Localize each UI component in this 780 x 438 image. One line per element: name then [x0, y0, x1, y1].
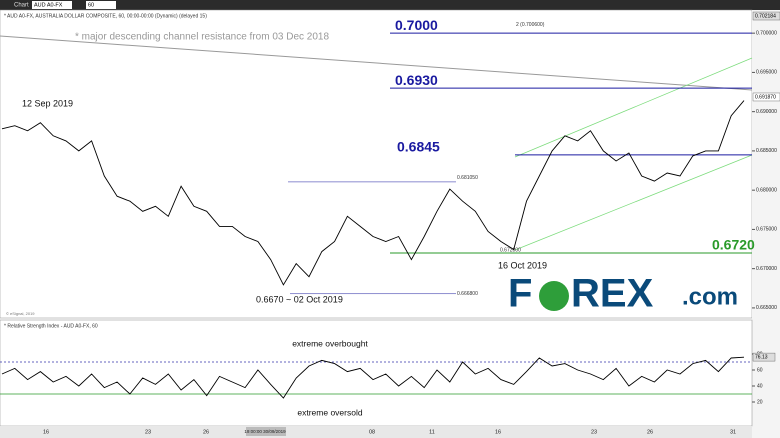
- annotation: 16 Oct 2019: [498, 260, 547, 270]
- price-marker: [752, 11, 780, 21]
- y-tick-label: 0.685000: [756, 148, 777, 154]
- x-tick-label: 19:00:00 30/09/2019: [244, 429, 286, 434]
- y-tick-label: 0.680000: [756, 187, 777, 193]
- x-tick-label: 23: [145, 429, 151, 435]
- descending-channel: [0, 35, 753, 91]
- logo-f: F: [508, 272, 532, 316]
- copyright: © eSignal, 2019: [6, 311, 35, 316]
- minor-level-label: 0.681050: [457, 175, 478, 181]
- rsi-panel: [0, 319, 753, 427]
- annotation: * major descending channel resistance fr…: [75, 32, 329, 43]
- channel-bottom: [514, 154, 753, 251]
- symbol[interactable]: AUD A0-FX: [34, 2, 63, 8]
- minor-level-label: 0.672000: [500, 247, 521, 253]
- price-panel: [0, 9, 753, 319]
- y-tick-label: 60: [757, 367, 763, 373]
- x-tick-label: 26: [203, 429, 209, 435]
- price-marker-label: 0.691870: [755, 94, 776, 100]
- annotation: extreme overbought: [292, 338, 368, 348]
- y-tick-label: 40: [757, 383, 763, 389]
- y-tick-label: 0.670000: [756, 266, 777, 272]
- chart-title: * AUD A0-FX, AUSTRALIA DOLLAR COMPOSITE,…: [4, 13, 207, 19]
- chart-title: * Relative Strength Index - AUD A0-FX, 6…: [4, 323, 98, 329]
- time-axis: [0, 426, 752, 438]
- rsi-marker-label: 76.13: [755, 354, 768, 360]
- minor-level-label: 2 (0.700600): [516, 22, 545, 28]
- y-tick-label: 0.675000: [756, 227, 777, 233]
- annotation: extreme oversold: [297, 407, 362, 417]
- interval-box[interactable]: [86, 1, 116, 9]
- logo-o: [539, 281, 569, 311]
- level-label: 0.6720: [712, 237, 755, 253]
- x-tick-label: 31: [730, 429, 736, 435]
- logo-com: .com: [682, 283, 738, 310]
- toolbar: [0, 0, 780, 10]
- level-label: 0.6930: [395, 72, 438, 88]
- symbol-box[interactable]: [32, 1, 72, 9]
- price-marker-label: 0.702184: [755, 13, 776, 19]
- minor-level-label: 0.666800: [457, 291, 478, 297]
- y-tick-label: 20: [757, 399, 763, 405]
- annotation: 0.6670 ~ 02 Oct 2019: [256, 294, 343, 304]
- y-tick-label: 0.695000: [756, 70, 777, 76]
- series-line: [1, 356, 745, 399]
- level-label: 0.7000: [395, 17, 438, 33]
- price-marker: [752, 92, 780, 102]
- y-tick-label: 0.700000: [756, 30, 777, 36]
- channel-top: [514, 57, 753, 158]
- y-tick-label: 0.690000: [756, 109, 777, 115]
- x-tick-label: 11: [429, 429, 435, 435]
- series-line: [1, 100, 745, 286]
- logo: F REX .com: [508, 272, 738, 316]
- level-label: 0.6845: [397, 139, 440, 155]
- y-tick-label: 0.665000: [756, 305, 777, 311]
- cursor-time-box: [246, 427, 286, 436]
- rsi-marker: [752, 352, 776, 362]
- logo-rex: REX: [571, 272, 654, 316]
- x-tick-label: 16: [43, 429, 49, 435]
- x-tick-label: 08: [369, 429, 375, 435]
- x-tick-label: 26: [647, 429, 653, 435]
- interval[interactable]: 60: [88, 2, 94, 8]
- tab[interactable]: Chart: [14, 3, 29, 9]
- price-axis: [752, 10, 780, 438]
- annotation: 12 Sep 2019: [22, 98, 73, 108]
- x-tick-label: 16: [495, 429, 501, 435]
- x-tick-label: 23: [591, 429, 597, 435]
